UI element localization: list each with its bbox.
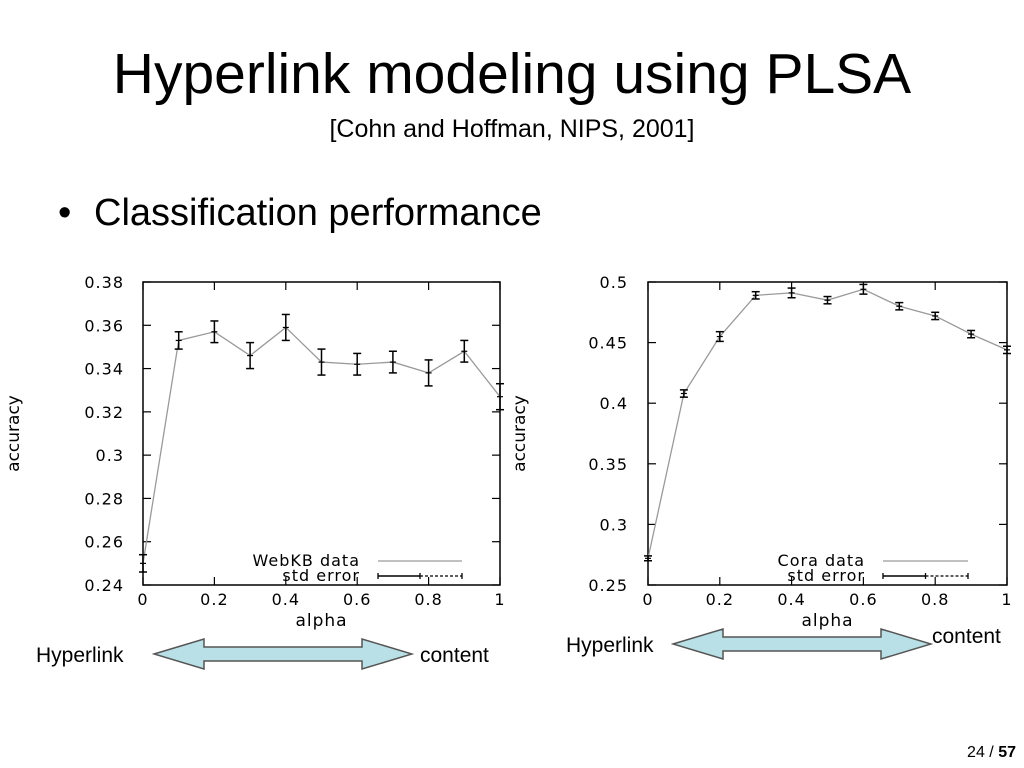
- y-tick-label: 0.4: [600, 394, 628, 413]
- y-tick-label: 0.36: [84, 316, 124, 335]
- x-axis-label: alpha: [295, 611, 347, 631]
- x-tick-label: 0.2: [200, 590, 228, 609]
- x-tick-label: 0.6: [343, 590, 371, 609]
- y-tick-label: 0.28: [84, 489, 124, 508]
- slide-subtitle: [Cohn and Hoffman, NIPS, 2001]: [329, 115, 695, 143]
- x-tick-label: 1: [1001, 590, 1012, 609]
- x-tick-label: 0.2: [706, 590, 734, 609]
- page-number: 24 / 57: [967, 744, 1016, 762]
- series-line: [647, 288, 1008, 559]
- x-tick-label: 0.8: [414, 590, 442, 609]
- plot-frame: [142, 281, 501, 586]
- cora-chart-svg: 0.25 0.3 0.35 0.4 0.45 0.5 0 0.2 0.4 0.6 0.8 1 alpha…: [510, 273, 1012, 631]
- arrow2-shape: [671, 627, 933, 661]
- y-tick-label: 0.3: [600, 515, 628, 534]
- page-separator: /: [989, 744, 994, 761]
- x-tick-label: 0: [137, 590, 148, 609]
- double-arrow-icon: [671, 627, 933, 661]
- y-tick-label: 0.32: [84, 403, 124, 422]
- y-axis-label: accuracy: [4, 395, 24, 472]
- x-tick-label: 1: [494, 590, 505, 609]
- legend-error-label: std error: [787, 566, 865, 585]
- webkb-accuracy-chart: 0.24 0.26 0.28 0.3 0.32 0.34 0.36 0.38 0 0.2 0.4 0.…: [0, 262, 512, 632]
- y-tick-label: 0.26: [84, 533, 124, 552]
- y-tick-label: 0.3: [96, 446, 124, 465]
- webkb-chart-svg: 0.24 0.26 0.28 0.3 0.32 0.34 0.36 0.38 0 0.2 0.4 0.…: [4, 273, 505, 631]
- cora-accuracy-chart: 0.25 0.3 0.35 0.4 0.45 0.5 0 0.2 0.4 0.6 0.8 1 alpha…: [505, 262, 1024, 632]
- y-tick-label: 0.45: [588, 334, 628, 353]
- x-axis-label: alpha: [801, 611, 853, 631]
- slide-title: Hyperlink modeling using PLSA: [112, 42, 912, 106]
- bullet-text: Classification performance: [94, 192, 542, 234]
- arrow2-left-label: Hyperlink: [566, 634, 654, 657]
- page-total: 57: [998, 744, 1016, 761]
- x-tick-label: 0.6: [849, 590, 877, 609]
- legend-error-label: std error: [282, 566, 360, 585]
- y-axis-label: accuracy: [510, 395, 530, 472]
- arrow1-shape: [152, 637, 414, 671]
- y-tick-label: 0.38: [84, 273, 124, 292]
- y-tick-label: 0.34: [84, 360, 124, 379]
- x-tick-label: 0.8: [921, 590, 949, 609]
- double-arrow-icon: [152, 637, 414, 671]
- arrow2-right-label: content: [932, 625, 1001, 648]
- arrow1-left-label: Hyperlink: [36, 644, 124, 667]
- x-tick-label: 0.4: [777, 590, 805, 609]
- bullet-item: • Classification performance: [58, 190, 542, 236]
- x-tick-label: 0: [642, 590, 653, 609]
- plot-frame: [647, 281, 1008, 586]
- y-tick-label: 0.5: [600, 273, 628, 292]
- page-current: 24: [967, 744, 985, 761]
- bullet-dot-icon: •: [58, 192, 72, 234]
- legend-series-label: WebKB data: [253, 551, 360, 570]
- arrow1-right-label: content: [420, 644, 489, 667]
- y-tick-label: 0.25: [588, 576, 628, 595]
- y-tick-label: 0.35: [588, 455, 628, 474]
- x-tick-label: 0.4: [272, 590, 300, 609]
- legend-series-label: Cora data: [778, 551, 865, 570]
- y-tick-label: 0.24: [84, 576, 124, 595]
